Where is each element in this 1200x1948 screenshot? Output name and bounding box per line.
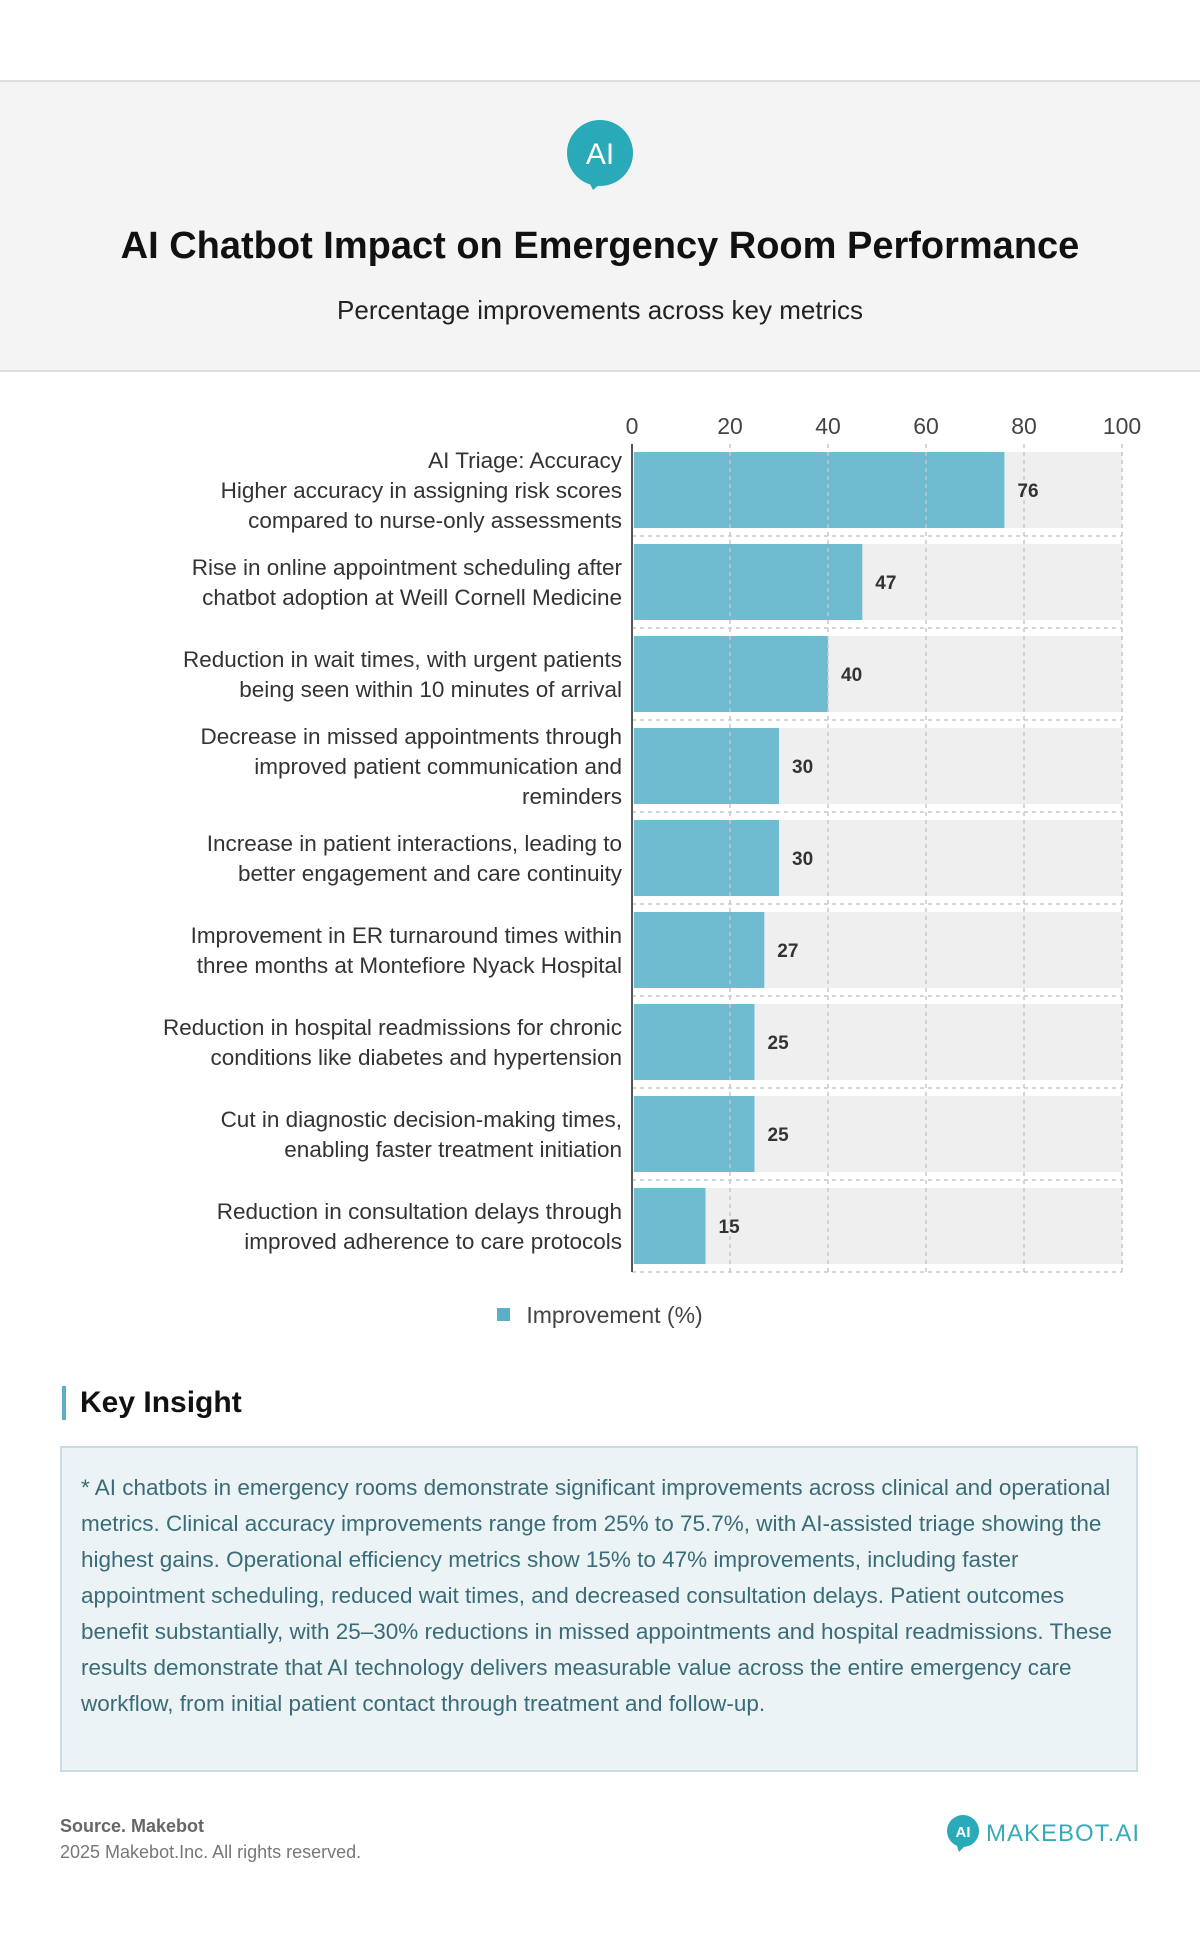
y-tick-label-line: Reduction in hospital readmissions for c…: [163, 1015, 622, 1040]
bar: [634, 1188, 706, 1264]
x-tick-label: 0: [626, 413, 639, 439]
copyright-text: 2025 Makebot.Inc. All rights reserved.: [60, 1842, 362, 1862]
bar: [634, 1096, 755, 1172]
data-label: 25: [768, 1125, 790, 1146]
y-tick-label-line: Reduction in consultation delays through: [217, 1199, 622, 1224]
y-tick-label-line: improved patient communication and: [254, 754, 622, 779]
data-label: 30: [792, 757, 813, 778]
data-label: 25: [768, 1033, 790, 1054]
y-tick-label-line: Decrease in missed appointments through: [201, 724, 622, 749]
bar: [634, 636, 828, 712]
y-tick-label-line: better engagement and care continuity: [238, 861, 623, 886]
y-tick-label: Reduction in consultation delays through…: [217, 1199, 622, 1254]
source-label: Source. Makebot: [60, 1816, 205, 1836]
bar: [634, 452, 1005, 528]
y-tick-label-line: AI Triage: Accuracy: [428, 448, 623, 473]
brand-name: MAKEBOT.AI: [985, 1820, 1140, 1847]
y-tick-label: Improvement in ER turnaround times withi…: [191, 923, 622, 978]
bar-track: [632, 1188, 1122, 1264]
svg-text:AI: AI: [586, 138, 614, 171]
y-tick-label-line: Improvement in ER turnaround times withi…: [191, 923, 622, 948]
x-tick-label: 80: [1011, 413, 1037, 439]
bar: [634, 912, 765, 988]
y-tick-label-line: Rise in online appointment scheduling af…: [192, 555, 623, 580]
y-tick-label-line: reminders: [522, 784, 622, 809]
svg-text:AI: AI: [955, 1824, 970, 1841]
y-tick-label-line: Cut in diagnostic decision-making times,: [221, 1107, 622, 1132]
chart-legend: Improvement (%): [0, 1302, 1200, 1329]
page-subtitle: Percentage improvements across key metri…: [337, 295, 863, 325]
x-tick-label: 40: [815, 413, 841, 439]
legend-label: Improvement (%): [526, 1302, 703, 1328]
insight-text: * AI chatbots in emergency rooms demonst…: [81, 1475, 1113, 1716]
y-tick-label-line: Increase in patient interactions, leadin…: [207, 831, 622, 856]
y-tick-label-line: chatbot adoption at Weill Cornell Medici…: [202, 585, 622, 610]
bar: [634, 544, 863, 620]
data-label: 47: [875, 573, 896, 594]
brand-icon: AI: [946, 1815, 979, 1852]
data-label: 30: [792, 849, 813, 870]
y-tick-label-line: Higher accuracy in assigning risk scores: [221, 478, 622, 503]
bar: [634, 728, 779, 804]
y-tick-label-line: improved adherence to care protocols: [244, 1229, 622, 1254]
bar-chart: 0 20 40 60 80 100 76 47 40 30 30 27 25 25 15 AI Triage:…: [163, 413, 1141, 1273]
y-tick-label-line: compared to nurse-only assessments: [248, 508, 622, 533]
x-tick-label: 20: [717, 413, 743, 439]
brand-logo: AI MAKEBOT.AI: [946, 1814, 1140, 1854]
bar: [634, 1004, 755, 1080]
x-tick-label: 100: [1103, 413, 1141, 439]
y-tick-label-line: being seen within 10 minutes of arrival: [239, 677, 622, 702]
x-tick-label: 60: [913, 413, 939, 439]
y-tick-label: Reduction in hospital readmissions for c…: [163, 1015, 622, 1070]
y-tick-label: Reduction in wait times, with urgent pat…: [183, 647, 622, 702]
insight-title: Key Insight: [62, 1386, 242, 1420]
ai-logo-icon: AI: [567, 120, 633, 190]
legend-swatch: [497, 1308, 511, 1322]
y-tick-label: Increase in patient interactions, leadin…: [207, 831, 623, 886]
y-tick-label: AI Triage: Accuracy Higher accuracy in as…: [221, 448, 623, 533]
y-tick-label: Rise in online appointment scheduling af…: [192, 555, 623, 610]
insight-box: * AI chatbots in emergency rooms demonst…: [60, 1446, 1138, 1772]
y-tick-label: Cut in diagnostic decision-making times,…: [221, 1107, 622, 1162]
data-label: 15: [719, 1217, 741, 1238]
page-title: AI Chatbot Impact on Emergency Room Perf…: [120, 225, 1080, 267]
data-label: 76: [1017, 481, 1038, 502]
bar: [634, 820, 779, 896]
data-label: 27: [777, 941, 798, 962]
y-tick-label-line: conditions like diabetes and hypertensio…: [210, 1045, 622, 1070]
y-tick-label-line: Reduction in wait times, with urgent pat…: [183, 647, 622, 672]
y-tick-label-line: three months at Montefiore Nyack Hospita…: [197, 953, 622, 978]
y-tick-label-line: enabling faster treatment initiation: [284, 1137, 622, 1162]
y-tick-label: Decrease in missed appointments through i…: [201, 724, 622, 809]
data-label: 40: [841, 665, 862, 686]
